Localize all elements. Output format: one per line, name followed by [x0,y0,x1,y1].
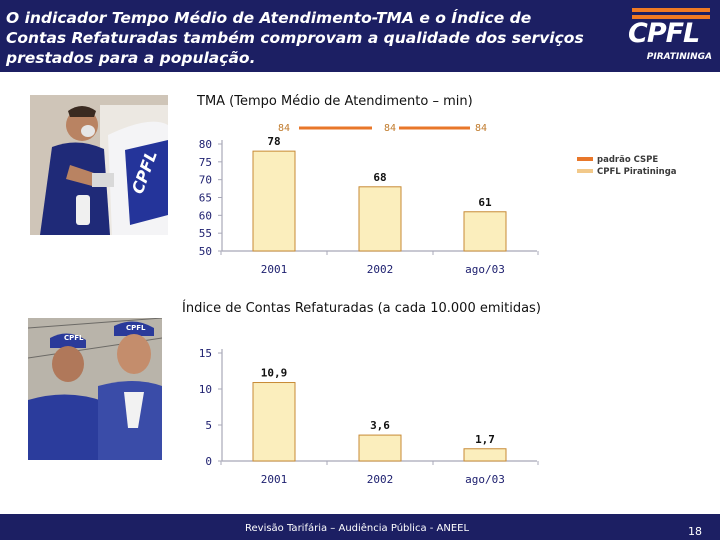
refat-y-tick-label: 15 [199,347,212,360]
refat-x-tick-label: ago/03 [465,473,505,486]
tma-bar [252,150,296,252]
page-title: O indicador Tempo Médio de Atendimento-T… [6,9,584,67]
tma-y-tick-label: 75 [199,156,212,169]
tma-x-tick-label: 2001 [261,263,288,276]
logo-wordmark: CPFL [628,18,700,49]
legend-swatch-cpfl [577,169,593,173]
refat-x-tick-label: 2001 [261,473,288,486]
tma-x-tick-label: ago/03 [465,263,505,276]
tma-y-tick-label: 50 [199,245,212,258]
refat-bar [252,382,296,462]
tma-bar-value-label: 61 [478,196,492,209]
tma-bar [463,211,507,252]
header-bar: O indicador Tempo Médio de Atendimento-T… [0,0,720,72]
tma-y-tick-label: 70 [199,174,212,187]
worker-spraying-photo: CPFL [30,95,168,235]
refat-bar-value-label: 3,6 [370,419,390,432]
chart-title-refaturadas: Índice de Contas Refaturadas (a cada 10.… [182,301,541,316]
workers-portrait-photo: CPFL CPFL [28,318,162,460]
tma-x-tick-label: 2002 [367,263,394,276]
tma-standard-value-label: 84 [384,123,396,134]
footer-bar [0,514,720,540]
legend-label-padrao: padrão CSPE [597,155,658,165]
tma-bar-value-label: 68 [373,171,386,184]
tma-bar-value-label: 78 [267,135,280,148]
svg-text:CPFL: CPFL [64,334,84,342]
tma-y-tick-label: 65 [199,192,212,205]
legend-label-cpfl: CPFL Piratininga [597,167,677,177]
tma-y-tick-label: 80 [199,138,212,151]
refat-y-tick-label: 0 [205,455,212,468]
refat-bar-value-label: 10,9 [261,367,288,380]
tma-standard-value-label: 84 [475,123,487,134]
cpfl-logo: CPFL PIRATININGA [624,6,716,66]
refat-y-tick-label: 5 [205,419,212,432]
refat-bar-value-label: 1,7 [475,433,495,446]
refat-bar [358,434,402,462]
refat-bar [463,448,507,462]
tma-standard-value-label: 84 [278,123,290,134]
tma-y-tick-label: 55 [199,227,212,240]
tma-y-tick-label: 60 [199,209,212,222]
page-number: 18 [688,525,702,538]
chart-title-tma: TMA (Tempo Médio de Atendimento – min) [197,94,473,109]
svg-text:CPFL: CPFL [126,324,146,332]
logo-subtitle: PIRATININGA [646,52,712,62]
refat-y-tick-label: 10 [199,383,212,396]
footer-text: Revisão Tarifária – Audiência Pública - … [245,523,470,534]
refat-x-tick-label: 2002 [367,473,394,486]
tma-bar [358,186,402,252]
legend-swatch-padrao [577,157,593,161]
